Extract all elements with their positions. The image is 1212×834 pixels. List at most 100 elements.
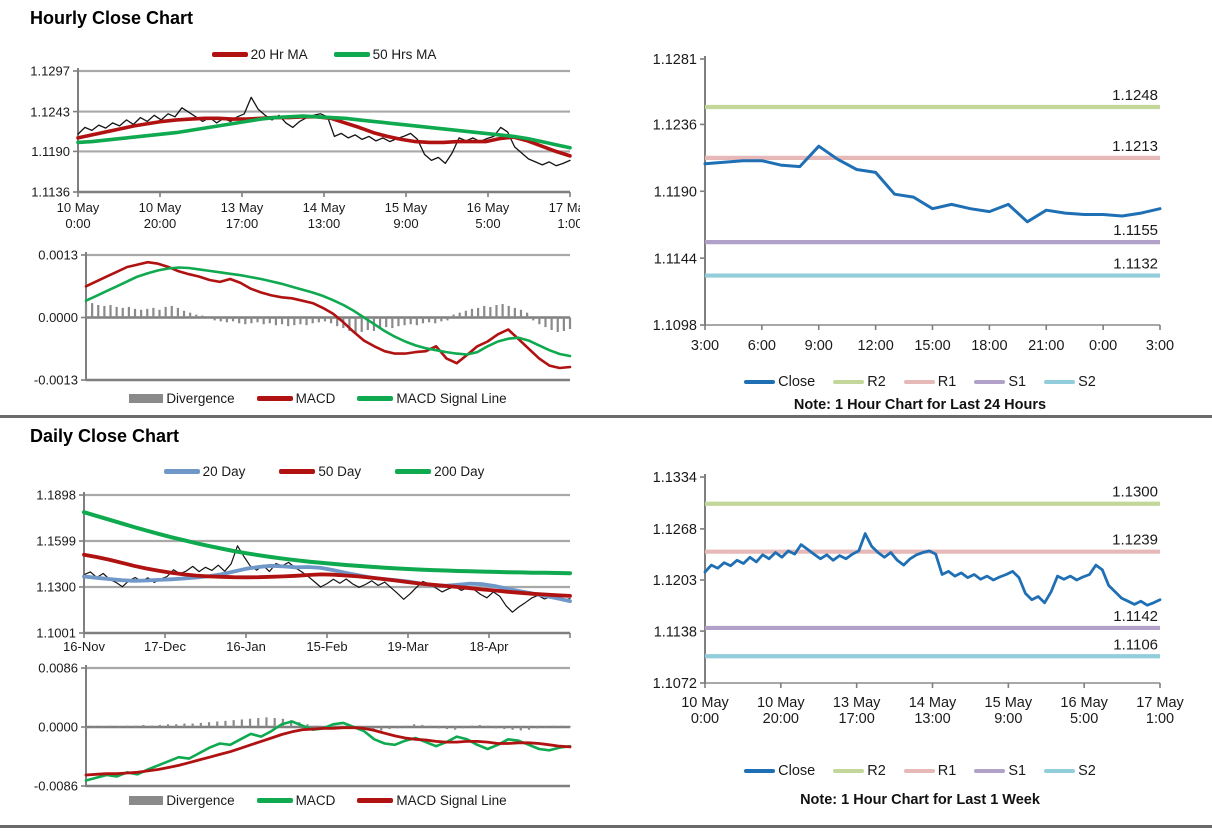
svg-text:20:00: 20:00 — [763, 711, 799, 727]
hourly-macd-macd-signal-line-line — [84, 266, 572, 358]
svg-text:1.1599: 1.1599 — [36, 534, 76, 549]
svg-text:1:00: 1:00 — [1146, 711, 1174, 727]
svg-text:1.1136: 1.1136 — [31, 185, 70, 200]
daily-macd-legend: Divergence MACD MACD Signal Line — [86, 793, 550, 808]
hourly-macd-chart: 0.0013 0.0000 -0.0013 — [20, 242, 580, 397]
hourly-sr-svg: 1.1281 1.1236 1.1190 1.1144 1.1098 3:00 6:00 9:… — [653, 52, 1174, 354]
legend-item-close: Close — [744, 374, 815, 390]
svg-text:1.1138: 1.1138 — [654, 624, 697, 640]
level-r1-label: 1.1239 — [1112, 532, 1158, 549]
daily-section-title: Daily Close Chart — [30, 426, 180, 446]
200-day-swatch-icon — [395, 469, 432, 474]
legend-label-r2: R2 — [867, 374, 886, 390]
r2-swatch-icon — [833, 380, 865, 384]
svg-text:17:00: 17:00 — [226, 216, 259, 231]
hourly-macd-macd-line — [84, 260, 572, 370]
svg-text:1.1243: 1.1243 — [30, 104, 70, 119]
daily-price-chart: 1.1898 1.1599 1.1300 1.1001 16-Nov 17-Dec 16-J… — [20, 486, 580, 663]
svg-text:15:00: 15:00 — [914, 338, 950, 354]
svg-text:17 May: 17 May — [1136, 695, 1184, 711]
macd-swatch-icon — [256, 798, 293, 803]
svg-text:15 May: 15 May — [385, 200, 428, 215]
svg-text:5:00: 5:00 — [1070, 711, 1098, 727]
svg-text:18-Apr: 18-Apr — [469, 639, 509, 654]
divergence-swatch-icon — [129, 796, 164, 805]
legend-label-r1: R1 — [937, 763, 957, 779]
hourly-price-legend: 20 Hr MA 50 Hrs MA — [78, 47, 570, 62]
svg-text:1.1203: 1.1203 — [653, 573, 697, 589]
legend-label-s1: S1 — [1008, 374, 1027, 390]
close-swatch-icon — [744, 769, 776, 773]
svg-text:1.1144: 1.1144 — [654, 251, 697, 267]
s2-swatch-icon — [1044, 380, 1076, 384]
close-swatch-icon — [744, 380, 776, 384]
legend-item-r1: R1 — [903, 763, 957, 779]
daily-macd-macd-signal-line-line — [84, 726, 572, 777]
svg-text:0.0013: 0.0013 — [38, 248, 78, 263]
svg-text:18:00: 18:00 — [971, 338, 1007, 354]
svg-text:0.0086: 0.0086 — [38, 661, 78, 676]
legend-label-macd: MACD — [295, 793, 336, 808]
hourly-price-close-line — [77, 96, 571, 167]
svg-text:0.0000: 0.0000 — [38, 720, 78, 735]
level-r2-label: 1.1300 — [1112, 484, 1158, 501]
daily-price-y-axis: 1.1898 1.1599 1.1300 1.1001 — [36, 488, 85, 641]
legend-item-s1: S1 — [974, 763, 1026, 779]
legend-label-20-day: 20 Day — [202, 464, 246, 479]
legend-item-s2: S2 — [1044, 374, 1096, 390]
svg-text:0:00: 0:00 — [1089, 338, 1117, 354]
legend-label-50-hrs-ma: 50 Hrs MA — [372, 47, 437, 62]
section-divider — [0, 415, 1212, 418]
svg-text:21:00: 21:00 — [1028, 338, 1064, 354]
svg-text:1.1236: 1.1236 — [653, 118, 697, 134]
svg-text:15-Feb: 15-Feb — [306, 639, 347, 654]
svg-text:1.1334: 1.1334 — [653, 470, 697, 486]
svg-text:1.1001: 1.1001 — [36, 626, 76, 641]
weekly-sr-note: Note: 1 Hour Chart for Last 1 Week — [800, 792, 1040, 808]
weekly-sr-close-line — [703, 532, 1162, 607]
svg-text:13:00: 13:00 — [914, 711, 950, 727]
legend-label-divergence: Divergence — [166, 793, 235, 808]
svg-text:16 May: 16 May — [1060, 695, 1108, 711]
legend-label-200-day: 200 Day — [434, 464, 485, 479]
legend-item-200-day: 200 Day — [395, 464, 484, 479]
legend-item-50-day: 50 Day — [279, 464, 361, 479]
svg-text:12:00: 12:00 — [857, 338, 893, 354]
legend-item-50-hrs-ma: 50 Hrs MA — [333, 47, 437, 62]
legend-label-macd: MACD — [295, 391, 336, 406]
svg-text:1:00: 1:00 — [557, 216, 580, 231]
hourly-price-y-axis: 1.1297 1.1243 1.1190 1.1136 — [30, 64, 79, 200]
hourly-sr-close-line — [703, 144, 1162, 224]
level-s2-label: 1.1106 — [1113, 636, 1158, 653]
svg-text:1.1300: 1.1300 — [36, 580, 76, 595]
legend-item-macd: MACD — [256, 793, 336, 808]
weekly-sr-y-axis: 1.1334 1.1268 1.1203 1.1138 1.1072 — [653, 470, 706, 692]
hourly-support-resistance-chart: 1.1281 1.1236 1.1190 1.1144 1.1098 3:00 6:00 9:… — [628, 50, 1212, 367]
r1-swatch-icon — [903, 769, 935, 773]
svg-text:15 May: 15 May — [985, 695, 1033, 711]
legend-label-macd-signal-line: MACD Signal Line — [396, 391, 507, 406]
legend-item-macd-signal-line: MACD Signal Line — [357, 793, 507, 808]
svg-text:14 May: 14 May — [909, 695, 957, 711]
svg-text:-0.0013: -0.0013 — [34, 373, 78, 388]
hourly-price-50-hrs-ma-line — [76, 114, 572, 150]
svg-text:16-Jan: 16-Jan — [226, 639, 266, 654]
hourly-section-title: Hourly Close Chart — [30, 8, 194, 28]
daily-price-x-axis: 16-Nov 17-Dec 16-Jan 15-Feb 19-Mar 18-Apr — [63, 633, 571, 654]
s2-swatch-icon — [1044, 769, 1076, 773]
macd-signal-line-swatch-icon — [357, 798, 394, 803]
svg-text:6:00: 6:00 — [748, 338, 776, 354]
legend-label-s2: S2 — [1078, 374, 1096, 390]
50-day-swatch-icon — [279, 469, 316, 474]
legend-item-s2: S2 — [1044, 763, 1096, 779]
svg-text:1.1072: 1.1072 — [653, 676, 697, 692]
50-hrs-ma-swatch-icon — [333, 52, 370, 57]
daily-price-200-day-line — [82, 510, 572, 576]
svg-text:1.1268: 1.1268 — [653, 522, 697, 538]
svg-text:1.1098: 1.1098 — [653, 318, 697, 334]
hourly-price-gridlines — [78, 69, 570, 194]
svg-text:1.1297: 1.1297 — [30, 64, 70, 79]
